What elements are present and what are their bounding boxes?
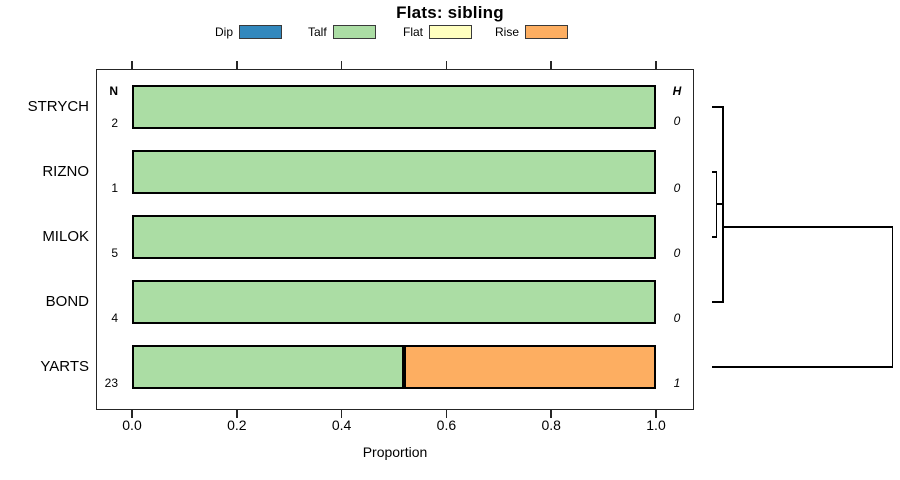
legend-swatch bbox=[332, 25, 376, 39]
axis-tick bbox=[340, 410, 343, 418]
row-label: YARTS bbox=[40, 358, 89, 375]
axis-tick bbox=[236, 60, 238, 69]
row-label: RIZNO bbox=[42, 163, 89, 180]
axis-tick bbox=[236, 410, 238, 418]
dendrogram-line bbox=[715, 203, 724, 205]
legend-swatch bbox=[429, 25, 473, 39]
bar-segment-talf bbox=[132, 345, 405, 389]
dendrogram-line bbox=[722, 106, 724, 303]
bar-segment-talf bbox=[132, 280, 656, 324]
axis-tick bbox=[340, 60, 343, 69]
plot-frame bbox=[96, 69, 694, 410]
dendrogram-line bbox=[712, 106, 723, 108]
dendrogram-line bbox=[712, 366, 893, 368]
n-value: 4 bbox=[111, 311, 118, 325]
axis-tick bbox=[550, 60, 552, 69]
axis-tick bbox=[131, 60, 133, 69]
legend-swatch bbox=[525, 25, 569, 39]
legend-item-rise: Rise bbox=[495, 24, 569, 40]
dendrogram-line bbox=[722, 226, 893, 228]
axis-tick bbox=[445, 410, 448, 418]
row-label: MILOK bbox=[42, 228, 89, 245]
bar-segment-talf bbox=[132, 150, 656, 194]
dendrogram-line bbox=[712, 171, 717, 173]
dendrogram-line bbox=[712, 301, 723, 303]
legend-item-talf: Talf bbox=[308, 24, 376, 40]
chart-title: Flats: sibling bbox=[396, 3, 504, 22]
n-column-header: N bbox=[109, 84, 118, 98]
legend-label: Rise bbox=[495, 25, 520, 39]
legend-item-dip: Dip bbox=[215, 24, 283, 40]
row-label: BOND bbox=[45, 293, 89, 310]
bar-track bbox=[132, 280, 656, 324]
legend-label: Flat bbox=[403, 25, 424, 39]
axis-tick bbox=[655, 410, 657, 418]
h-value: 0 bbox=[673, 246, 681, 260]
x-tick-label: 0.6 bbox=[436, 417, 457, 433]
bar-segment-talf bbox=[132, 215, 656, 259]
axis-tick bbox=[445, 60, 448, 69]
h-value: 0 bbox=[673, 114, 681, 128]
h-column-header: H bbox=[672, 84, 682, 98]
legend-swatch bbox=[239, 25, 283, 39]
h-value: 0 bbox=[673, 311, 681, 325]
legend-item-flat: Flat bbox=[403, 24, 473, 40]
row-label: STRYCH bbox=[27, 98, 89, 115]
bar-track bbox=[132, 150, 656, 194]
axis-tick bbox=[131, 410, 133, 418]
n-value: 2 bbox=[111, 116, 118, 130]
x-tick-label: 0.8 bbox=[541, 417, 561, 433]
dendrogram-line bbox=[712, 236, 717, 238]
axis-tick bbox=[550, 410, 552, 418]
n-value: 5 bbox=[111, 246, 118, 260]
h-value: 0 bbox=[673, 181, 681, 195]
x-tick-label: 0.0 bbox=[122, 417, 142, 433]
h-value: 1 bbox=[673, 376, 681, 390]
n-value: 23 bbox=[104, 376, 118, 390]
x-tick-label: 0.4 bbox=[331, 417, 352, 433]
dendrogram-line bbox=[891, 226, 893, 368]
bar-track bbox=[132, 345, 656, 389]
bar-track bbox=[132, 85, 656, 129]
x-axis-title: Proportion bbox=[362, 444, 428, 460]
x-tick-label: 1.0 bbox=[646, 417, 666, 433]
legend-label: Dip bbox=[215, 25, 234, 39]
x-tick-label: 0.2 bbox=[227, 417, 247, 433]
legend-label: Talf bbox=[308, 25, 327, 39]
bar-segment-talf bbox=[132, 85, 656, 129]
bar-track bbox=[132, 215, 656, 259]
axis-tick bbox=[655, 60, 657, 69]
bar-segment-rise bbox=[404, 345, 656, 389]
n-value: 1 bbox=[111, 181, 118, 195]
